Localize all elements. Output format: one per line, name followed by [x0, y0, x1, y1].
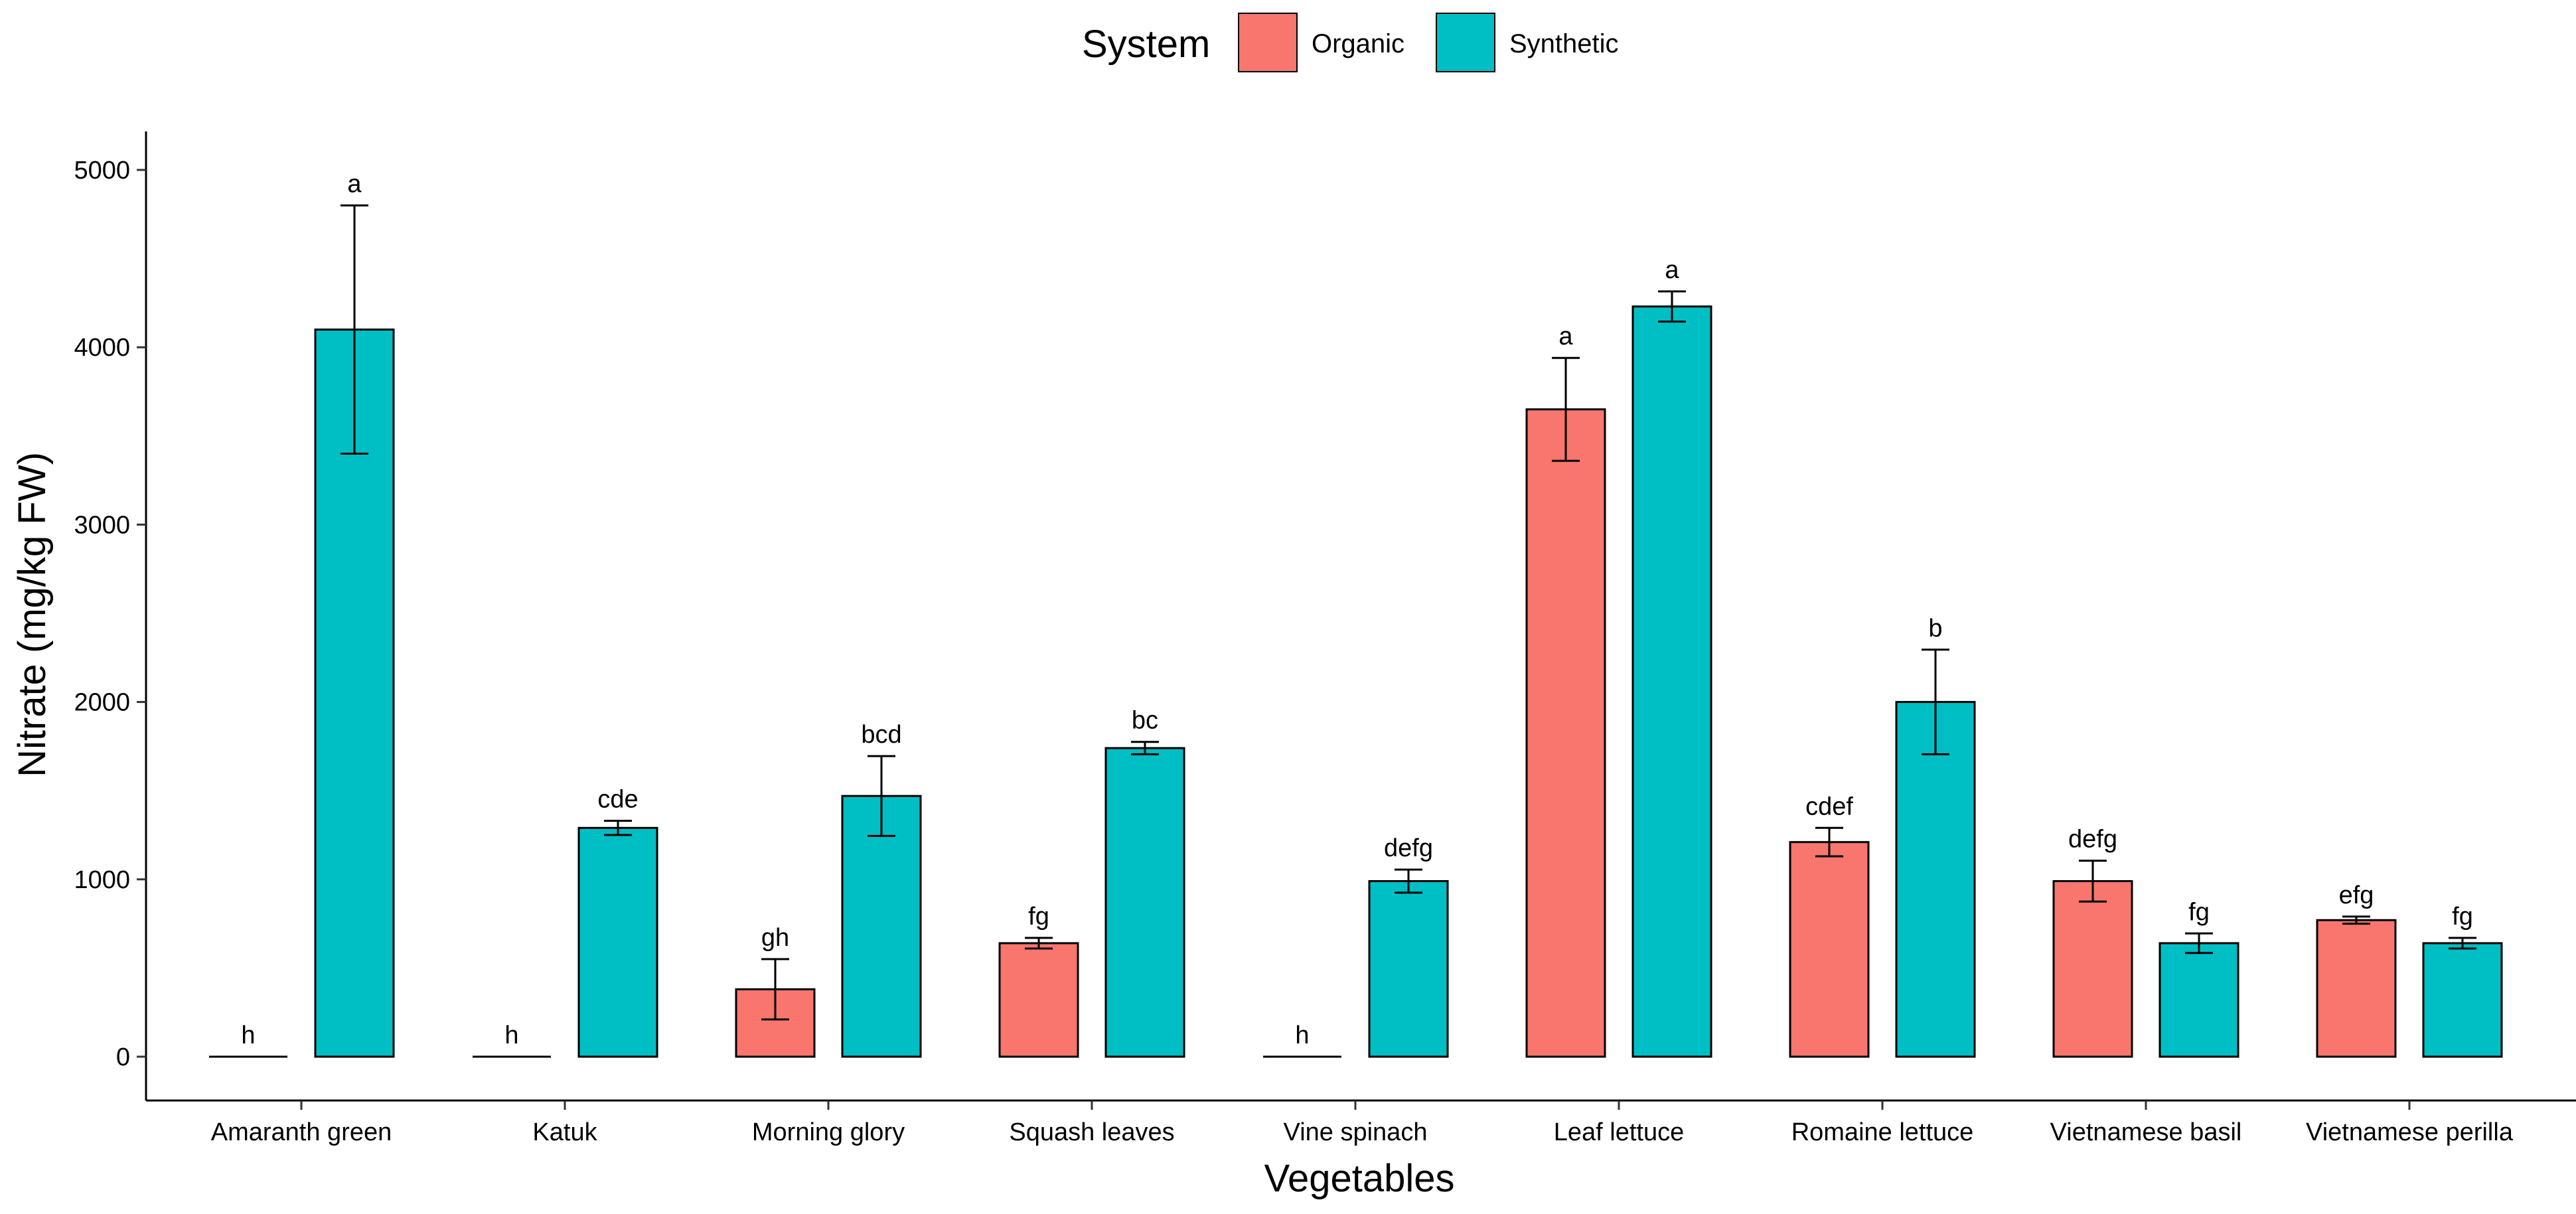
y-tick-label-0: 0	[116, 1043, 130, 1071]
sig-letter-synthetic-vietnamese-basil: fg	[2188, 898, 2210, 926]
y-tick-label-4000: 4000	[74, 334, 130, 362]
x-tick-label-vietnamese-perilla: Vietnamese perilla	[2306, 1118, 2514, 1146]
x-tick-label-leaf-lettuce: Leaf lettuce	[1554, 1118, 1684, 1146]
sig-letter-organic-romaine-lettuce: cdef	[1805, 793, 1853, 820]
plot-area: 0 1000 2000 3000 4000 5000 Amaranth green h a Kat…	[74, 131, 2576, 1146]
bar-synthetic-romaine-lettuce	[1895, 701, 1976, 1058]
sig-letter-synthetic-katuk: cde	[597, 786, 638, 814]
legend-label-organic: Organic	[1312, 29, 1404, 58]
bar-synthetic-vine-spinach	[1368, 879, 1449, 1058]
sig-letter-organic-vine-spinach: h	[1295, 1022, 1309, 1049]
legend-title: System	[1082, 23, 1210, 66]
sig-letter-synthetic-romaine-lettuce: b	[1928, 615, 1942, 643]
legend-swatch-synthetic	[1436, 13, 1495, 72]
bar-organic-vietnamese-perilla	[2316, 919, 2397, 1058]
x-tick-label-squash-leaves: Squash leaves	[1009, 1118, 1174, 1146]
bar-synthetic-katuk	[577, 826, 658, 1058]
y-tick-label-2000: 2000	[74, 689, 130, 717]
sig-letter-organic-vietnamese-basil: defg	[2068, 826, 2117, 854]
sig-letter-synthetic-morning-glory: bcd	[861, 721, 901, 749]
x-tick-label-vine-spinach: Vine spinach	[1284, 1118, 1428, 1146]
legend: System Organic Synthetic	[1082, 13, 1619, 72]
sig-letter-synthetic-squash-leaves: bc	[1132, 707, 1158, 735]
sig-letter-synthetic-vietnamese-perilla: fg	[2452, 903, 2473, 931]
y-tick-label-5000: 5000	[74, 157, 130, 185]
sig-letter-synthetic-vine-spinach: defg	[1384, 834, 1433, 862]
legend-swatch-organic	[1238, 13, 1298, 72]
x-tick-label-morning-glory: Morning glory	[752, 1118, 905, 1146]
bar-organic-vietnamese-basil	[2052, 879, 2133, 1058]
x-tick-label-vietnamese-basil: Vietnamese basil	[2050, 1118, 2242, 1146]
y-tick-label-3000: 3000	[74, 511, 130, 539]
x-tick-label-romaine-lettuce: Romaine lettuce	[1791, 1118, 1974, 1146]
sig-letter-organic-amaranth-green: h	[241, 1022, 255, 1049]
y-axis-title: Nitrate (mg/kg FW)	[11, 452, 54, 777]
x-tick-label-amaranth-green: Amaranth green	[211, 1118, 392, 1146]
x-tick-label-katuk: Katuk	[532, 1118, 597, 1146]
bar-organic-squash-leaves	[998, 942, 1079, 1058]
bar-synthetic-vietnamese-basil	[2159, 942, 2239, 1058]
legend-label-synthetic: Synthetic	[1509, 29, 1619, 58]
bar-organic-leaf-lettuce	[1525, 408, 1606, 1058]
sig-letter-organic-katuk: h	[504, 1022, 518, 1049]
bar-synthetic-morning-glory	[841, 795, 922, 1058]
sig-letter-synthetic-amaranth-green: a	[347, 170, 362, 198]
bar-organic-romaine-lettuce	[1789, 841, 1870, 1058]
sig-letter-organic-vietnamese-perilla: efg	[2339, 881, 2374, 909]
x-axis-title: Vegetables	[1264, 1157, 1454, 1200]
bar-synthetic-vietnamese-perilla	[2422, 942, 2503, 1058]
sig-letter-organic-leaf-lettuce: a	[1558, 323, 1573, 350]
y-tick-label-1000: 1000	[74, 866, 130, 894]
sig-letter-synthetic-leaf-lettuce: a	[1665, 256, 1679, 284]
bar-synthetic-squash-leaves	[1104, 747, 1185, 1058]
sig-letter-organic-morning-glory: gh	[761, 924, 789, 952]
bar-synthetic-leaf-lettuce	[1631, 305, 1712, 1058]
sig-letter-organic-squash-leaves: fg	[1028, 903, 1049, 931]
